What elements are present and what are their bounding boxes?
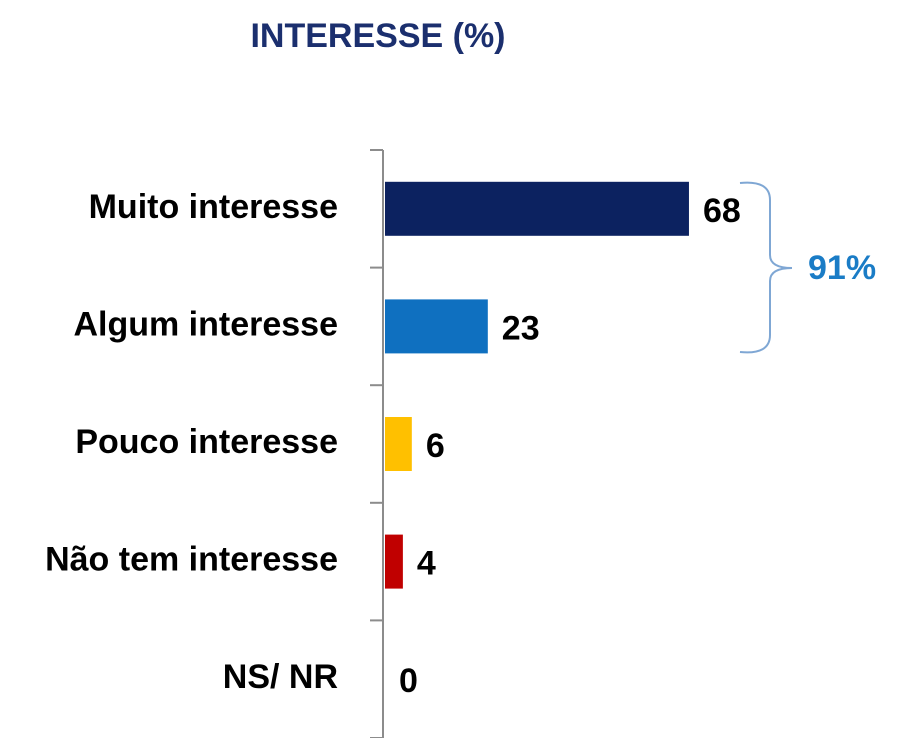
chart-title: INTERESSE (%)	[250, 17, 505, 55]
value-label: 0	[399, 662, 418, 700]
bracket	[739, 181, 793, 354]
category-label: NS/ NR	[223, 658, 338, 696]
value-label: 68	[703, 192, 741, 230]
value-label: 4	[417, 545, 436, 583]
bar	[385, 299, 488, 354]
category-label: Algum interesse	[73, 305, 338, 343]
value-label: 23	[502, 309, 540, 347]
bar	[385, 417, 412, 471]
category-label: Não tem interesse	[45, 541, 338, 579]
category-label: Muito interesse	[89, 188, 338, 226]
bar	[385, 534, 403, 589]
value-label: 6	[426, 427, 445, 465]
annotation: 91%	[808, 249, 876, 287]
bar	[385, 181, 689, 236]
category-label: Pouco interesse	[75, 423, 338, 461]
